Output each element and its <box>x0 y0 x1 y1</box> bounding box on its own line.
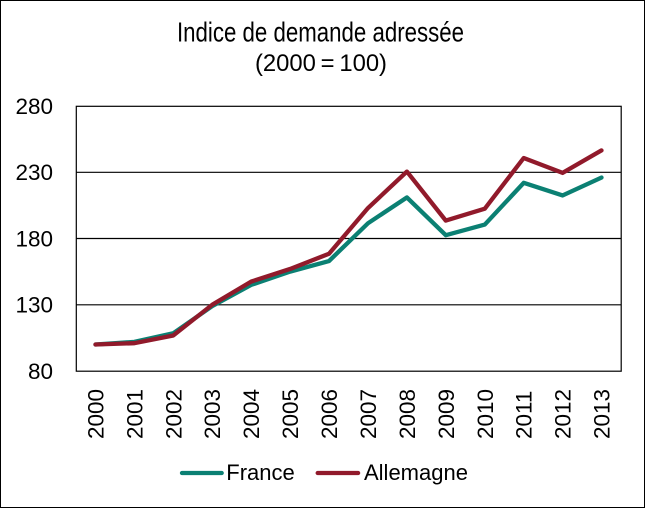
svg-text:180: 180 <box>15 226 53 251</box>
svg-text:2003: 2003 <box>200 389 225 439</box>
svg-text:2005: 2005 <box>278 389 303 439</box>
svg-text:2004: 2004 <box>239 389 264 439</box>
svg-text:Indice de demande adressée: Indice de demande adressée <box>177 16 464 47</box>
svg-text:230: 230 <box>15 160 53 185</box>
svg-text:2000: 2000 <box>83 389 108 439</box>
svg-text:Allemagne: Allemagne <box>364 460 468 485</box>
svg-text:2011: 2011 <box>512 391 537 439</box>
svg-text:2007: 2007 <box>356 389 381 439</box>
svg-text:80: 80 <box>28 359 53 384</box>
svg-text:(2000 = 100): (2000 = 100) <box>255 50 387 77</box>
svg-text:France: France <box>226 460 294 485</box>
svg-text:2001: 2001 <box>122 389 147 439</box>
svg-text:130: 130 <box>15 293 53 318</box>
svg-text:280: 280 <box>15 94 53 119</box>
svg-text:2012: 2012 <box>551 389 576 439</box>
svg-text:2008: 2008 <box>395 389 420 439</box>
svg-text:2010: 2010 <box>473 389 498 439</box>
svg-text:2013: 2013 <box>590 389 615 439</box>
svg-text:2002: 2002 <box>161 389 186 439</box>
svg-text:2006: 2006 <box>317 389 342 439</box>
svg-text:2009: 2009 <box>434 389 459 439</box>
